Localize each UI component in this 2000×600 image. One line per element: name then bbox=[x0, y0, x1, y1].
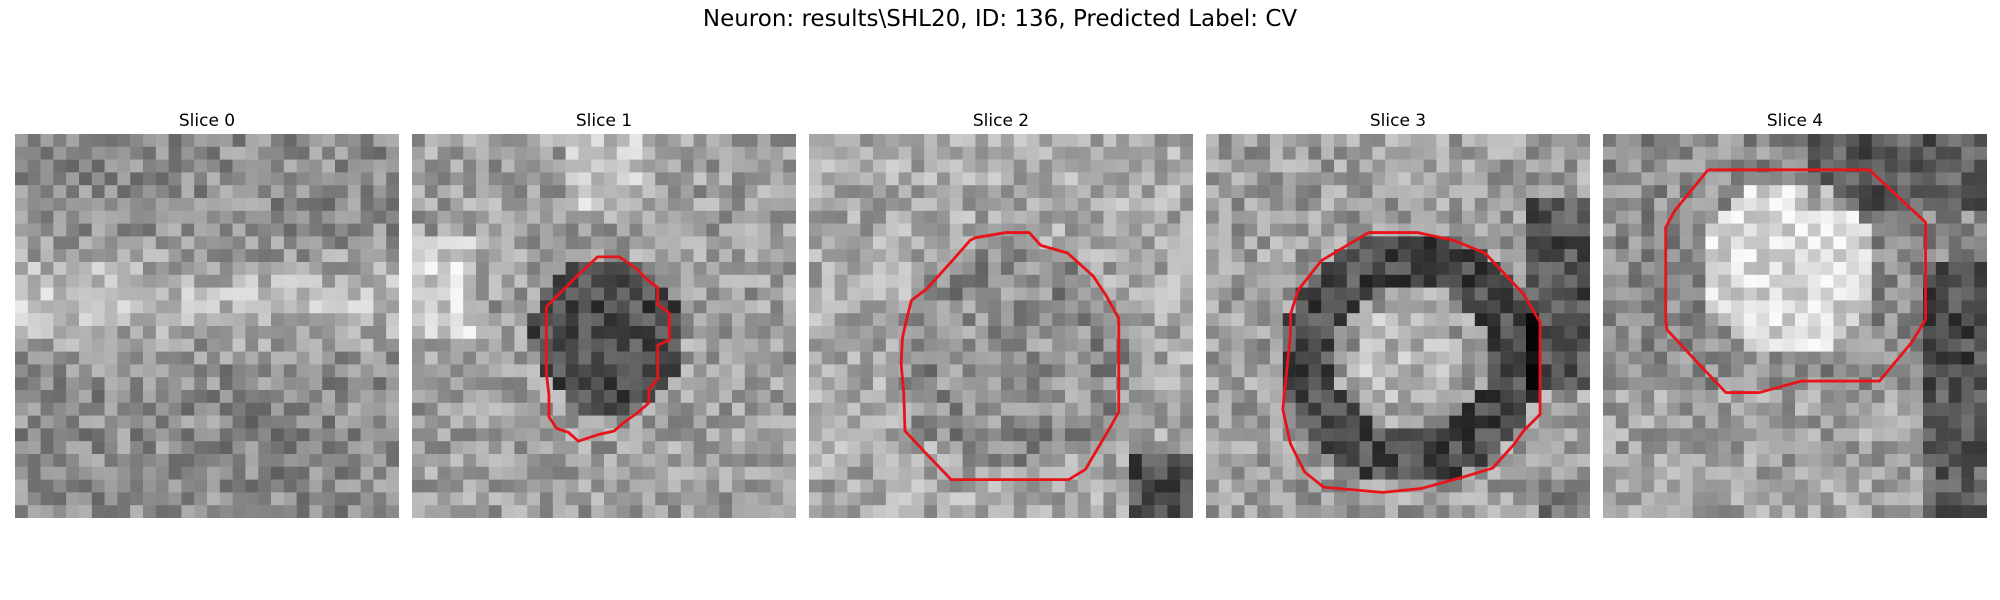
microscopy-slice-image bbox=[1603, 134, 1987, 518]
microscopy-slice-image bbox=[1206, 134, 1590, 518]
roi-contour bbox=[544, 255, 671, 443]
slice-title: Slice 0 bbox=[178, 111, 236, 131]
slice-title: Slice 4 bbox=[1766, 111, 1824, 131]
slice-panel: Slice 4 bbox=[1603, 108, 1987, 518]
roi-contour bbox=[1664, 168, 1927, 394]
slice-panel: Slice 0 bbox=[15, 108, 399, 518]
slice-title: Slice 1 bbox=[575, 111, 633, 131]
slice-panel: Slice 3 bbox=[1206, 108, 1590, 518]
microscopy-slice-image bbox=[809, 134, 1193, 518]
roi-contour bbox=[899, 231, 1121, 482]
slice-panel: Slice 1 bbox=[412, 108, 796, 518]
slice-title: Slice 3 bbox=[1369, 111, 1427, 131]
slice-panel: Slice 2 bbox=[809, 108, 1193, 518]
figure-title: Neuron: results\SHL20, ID: 136, Predicte… bbox=[702, 6, 1298, 32]
roi-contour bbox=[1281, 231, 1542, 494]
microscopy-slice-image bbox=[412, 134, 796, 518]
slice-title: Slice 2 bbox=[972, 111, 1030, 131]
microscopy-slice-image bbox=[15, 134, 399, 518]
